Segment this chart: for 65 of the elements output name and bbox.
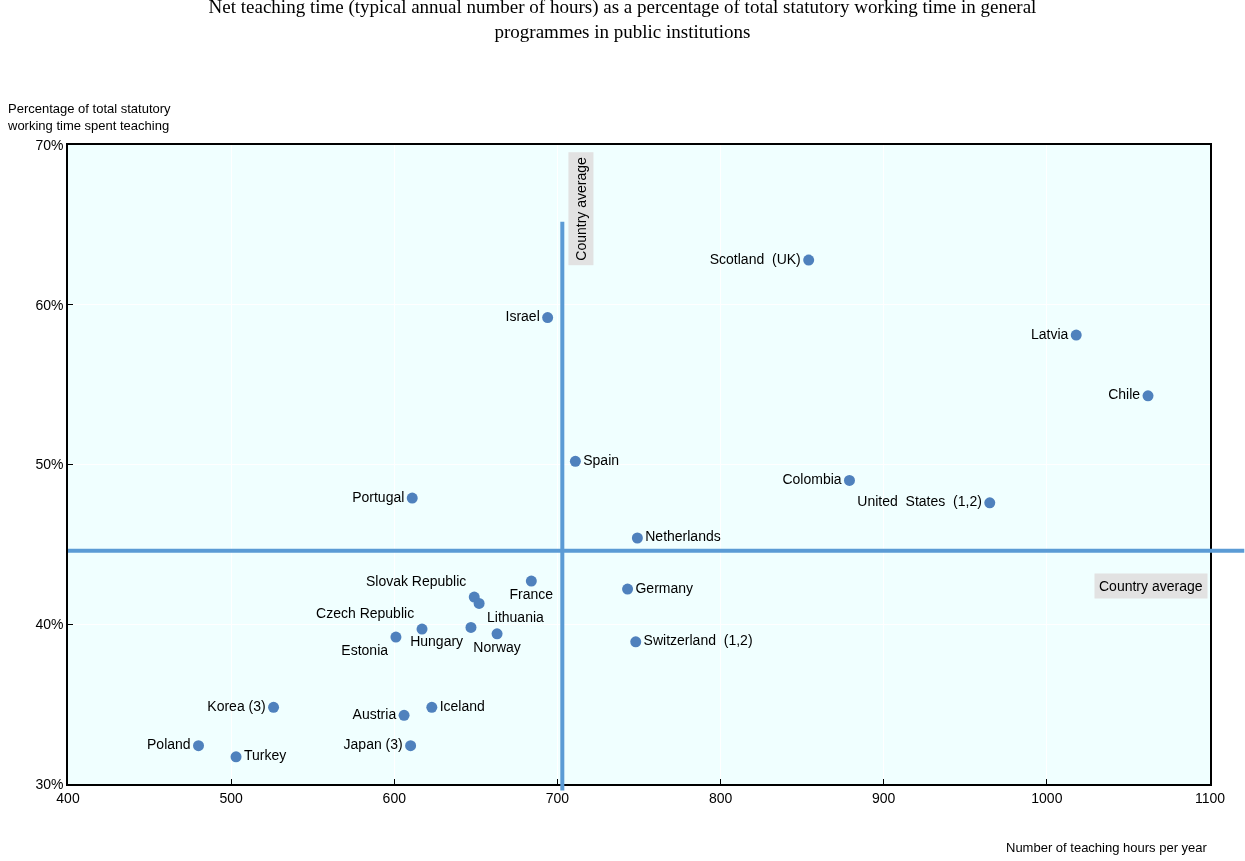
- series-label: Colombia: [782, 470, 842, 487]
- point: [193, 740, 205, 752]
- point: [230, 751, 242, 763]
- series-label: Iceland: [439, 697, 485, 714]
- series-label: Israel: [505, 308, 540, 325]
- ref-line-label: Country average: [1099, 578, 1203, 594]
- series-label: Netherlands: [645, 528, 721, 545]
- point: [542, 312, 554, 324]
- series-label: Chile: [1108, 386, 1141, 403]
- point: [268, 701, 280, 713]
- series-label: Portugal: [352, 488, 405, 505]
- x-tick-label: 400: [56, 789, 80, 806]
- series-label: Czech Republic: [316, 604, 415, 621]
- point: [622, 583, 634, 595]
- series-label: Lithuania: [486, 608, 545, 625]
- series-label: Latvia: [1030, 325, 1069, 342]
- point: [406, 492, 418, 504]
- series-label: Scotland (UK): [709, 250, 801, 267]
- y-tick-label: 50%: [35, 456, 64, 473]
- point: [803, 254, 815, 266]
- series-label: Switzerland (1,2): [643, 632, 753, 649]
- series-label: Turkey: [243, 747, 287, 764]
- series-label: Austria: [352, 705, 397, 722]
- x-tick-label: 900: [872, 789, 896, 806]
- series-label: Norway: [473, 639, 521, 656]
- series-label: France: [509, 586, 554, 603]
- x-tick-label: 500: [219, 789, 244, 806]
- point: [473, 597, 485, 609]
- ref-line-label: Country average: [572, 156, 589, 261]
- series-label: United States (1,2): [857, 493, 982, 510]
- y-tick-label: 30%: [35, 775, 64, 792]
- point: [416, 623, 428, 635]
- point: [465, 621, 477, 633]
- point: [984, 497, 996, 509]
- series-label: Japan (3): [343, 736, 403, 753]
- series-label: Germany: [635, 579, 694, 596]
- series-label: Estonia: [341, 642, 389, 659]
- x-tick-label: 800: [708, 789, 733, 806]
- point: [525, 575, 537, 587]
- point: [569, 455, 581, 467]
- point: [631, 532, 643, 544]
- chart-title: Net teaching time (typical annual number of hours) as a percentage of total statutory working time in general programmes in public institutions: [208, 0, 1037, 42]
- series-label: Hungary: [410, 632, 464, 649]
- series-label: Slovak Republic: [365, 572, 467, 589]
- y-tick-label: 70%: [35, 136, 64, 153]
- x-tick-label: 600: [382, 789, 407, 806]
- x-tick-label: 700: [545, 789, 570, 806]
- series-label: Spain: [583, 451, 620, 468]
- y-tick-label: 60%: [35, 296, 64, 313]
- x-tick-label: 1000: [1031, 789, 1063, 806]
- point: [398, 709, 410, 721]
- point: [491, 628, 503, 640]
- y-axis-title: Percentage of total statutory working time spent teaching: [7, 101, 172, 133]
- series-label: Korea (3): [207, 697, 266, 714]
- point: [1070, 329, 1082, 341]
- y-tick-label: 40%: [35, 616, 64, 633]
- point: [630, 636, 642, 648]
- point: [843, 474, 855, 486]
- point: [390, 631, 402, 643]
- point: [405, 740, 417, 752]
- x-axis-title: Number of teaching hours per year: [1006, 840, 1208, 855]
- series-label: Poland: [147, 736, 191, 753]
- point: [1142, 390, 1154, 402]
- x-tick-label: 1100: [1194, 789, 1226, 806]
- point: [426, 701, 438, 713]
